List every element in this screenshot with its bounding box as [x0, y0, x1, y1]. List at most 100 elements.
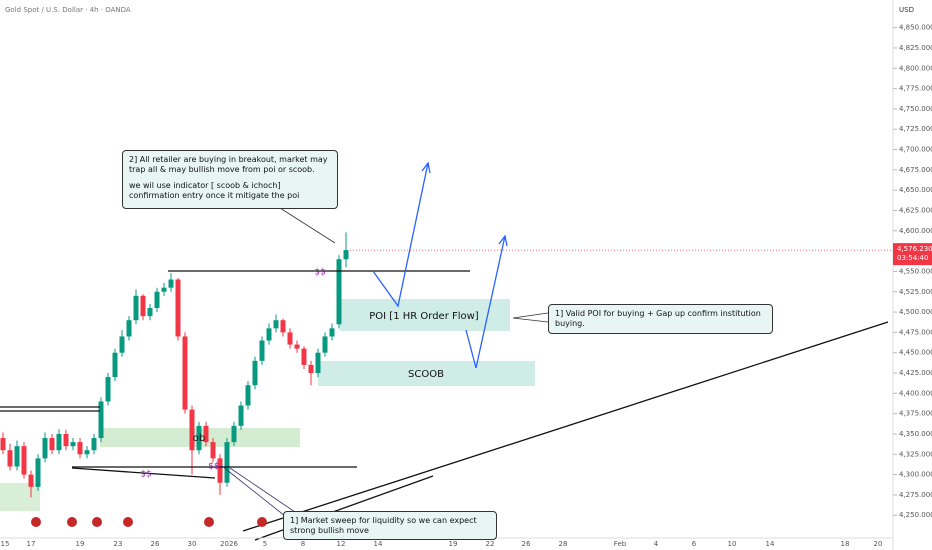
candle-body: [294, 344, 300, 349]
y-tick-label: 4,350.000: [899, 430, 932, 438]
y-tick-label: 4,700.000: [899, 146, 932, 154]
candle-body: [77, 442, 83, 455]
y-tick-label: 4,500.000: [899, 308, 932, 316]
event-icons: [31, 517, 267, 527]
candle-body: [266, 328, 272, 341]
candle-body: [252, 360, 258, 386]
candle-body: [49, 438, 55, 451]
x-tick-label: 28: [559, 540, 568, 548]
candle-body: [238, 405, 244, 426]
x-tick-label: 10: [728, 540, 737, 548]
y-tick-label: 4,850.000: [899, 24, 932, 32]
scoob-label: SCOOB: [408, 369, 444, 380]
candle-body: [329, 328, 335, 337]
y-tick-label: 4,300.000: [899, 471, 932, 479]
candle-body: [147, 308, 153, 317]
ob-label: ob: [193, 433, 205, 444]
y-tick-label: 4,425.000: [899, 369, 932, 377]
note-text: 2] All retailer are buying in breakout, …: [129, 155, 328, 174]
y-tick-label: 4,525.000: [899, 288, 932, 296]
candle-body: [315, 352, 321, 374]
candle-body: [21, 446, 27, 475]
candle-body: [119, 336, 125, 353]
candle-body: [98, 401, 104, 439]
y-tick-label: 4,800.000: [899, 64, 932, 72]
y-tick-label: 4,450.000: [899, 349, 932, 357]
y-tick-label: 4,550.000: [899, 267, 932, 275]
pointer: [229, 467, 296, 513]
candle-body: [126, 320, 132, 337]
chart-title: Gold Spot / U.S. Dollar · 4h · OANDA: [5, 6, 131, 14]
poi-label: POI [1 HR Order Flow]: [369, 311, 479, 322]
candle-body: [91, 438, 97, 451]
y-tick-label: 4,625.000: [899, 206, 932, 214]
event-icon: [257, 517, 267, 527]
y-tick-label: 4,775.000: [899, 85, 932, 93]
x-tick-label: Feb: [614, 540, 627, 548]
liquidity-label: $$: [314, 268, 325, 278]
candle-body: [14, 446, 20, 467]
scoob-zone: [318, 361, 535, 386]
x-tick-label: 30: [188, 540, 197, 548]
candle-body: [161, 287, 167, 292]
y-tick-label: 4,725.000: [899, 125, 932, 133]
pointer: [512, 317, 549, 323]
candle-body: [231, 425, 237, 443]
liquidity-label: $$: [140, 470, 151, 480]
candle-body: [7, 450, 13, 467]
candle-body: [182, 336, 188, 410]
candle-body: [280, 320, 286, 333]
candle-body: [133, 295, 139, 321]
candle-body: [224, 442, 230, 483]
demand-zone: [0, 483, 40, 511]
event-icon: [92, 517, 102, 527]
y-tick-label: 4,600.000: [899, 227, 932, 235]
candle-body: [203, 425, 209, 443]
plot: [0, 232, 349, 498]
x-tick-label: 8: [301, 540, 305, 548]
y-tick-label: 4,675.000: [899, 166, 932, 174]
trend-line: [242, 321, 889, 532]
pointer: [221, 465, 291, 521]
candle-body: [301, 348, 307, 365]
candle-body: [196, 425, 202, 451]
candle-body: [63, 433, 69, 447]
candle-body: [343, 250, 349, 260]
x-tick-label: 5: [263, 540, 267, 548]
countdown: 03:54:40: [897, 254, 928, 262]
candle-body: [42, 438, 48, 459]
candle-body: [189, 409, 195, 451]
candle-body: [308, 364, 314, 374]
candle-body: [168, 279, 174, 288]
note-right: 1] Valid POI for buying + Gap up confirm…: [548, 304, 773, 334]
candle-body: [154, 291, 160, 309]
note-text: 1] Market sweep for liquidity so we can …: [290, 516, 477, 535]
note-bottom: 1] Market sweep for liquidity so we can …: [283, 511, 497, 540]
candle-body: [56, 433, 62, 451]
x-tick-label: 26: [151, 540, 160, 548]
pointer: [512, 312, 549, 319]
poi-zone: [340, 299, 510, 331]
x-tick-label: 15: [1, 540, 10, 548]
y-tick-label: 4,825.000: [899, 44, 932, 52]
arrow: [465, 235, 506, 369]
x-tick-label: 18: [841, 540, 850, 548]
last-price-label: 4,576.230: [897, 245, 932, 253]
y-tick-label: 4,250.000: [899, 511, 932, 519]
drawings: [0, 161, 889, 541]
x-tick-label: 4: [654, 540, 659, 548]
candle-body: [273, 320, 279, 329]
candle-body: [210, 442, 216, 459]
y-tick-label: 4,400.000: [899, 389, 932, 397]
event-icon: [204, 517, 214, 527]
x-tick-label: 20: [874, 540, 883, 548]
liquidity-label: $$: [208, 462, 219, 472]
x-tick-label: 14: [766, 540, 775, 548]
event-icon: [67, 517, 77, 527]
candle-body: [175, 279, 181, 337]
candle-body: [112, 352, 118, 378]
arrowhead: [421, 161, 431, 174]
event-icon: [31, 517, 41, 527]
x-tick-label: 19: [76, 540, 85, 548]
